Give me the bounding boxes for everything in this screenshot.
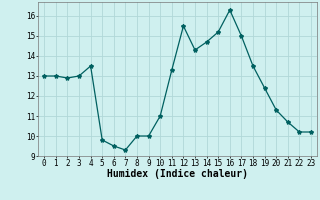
- X-axis label: Humidex (Indice chaleur): Humidex (Indice chaleur): [107, 169, 248, 179]
